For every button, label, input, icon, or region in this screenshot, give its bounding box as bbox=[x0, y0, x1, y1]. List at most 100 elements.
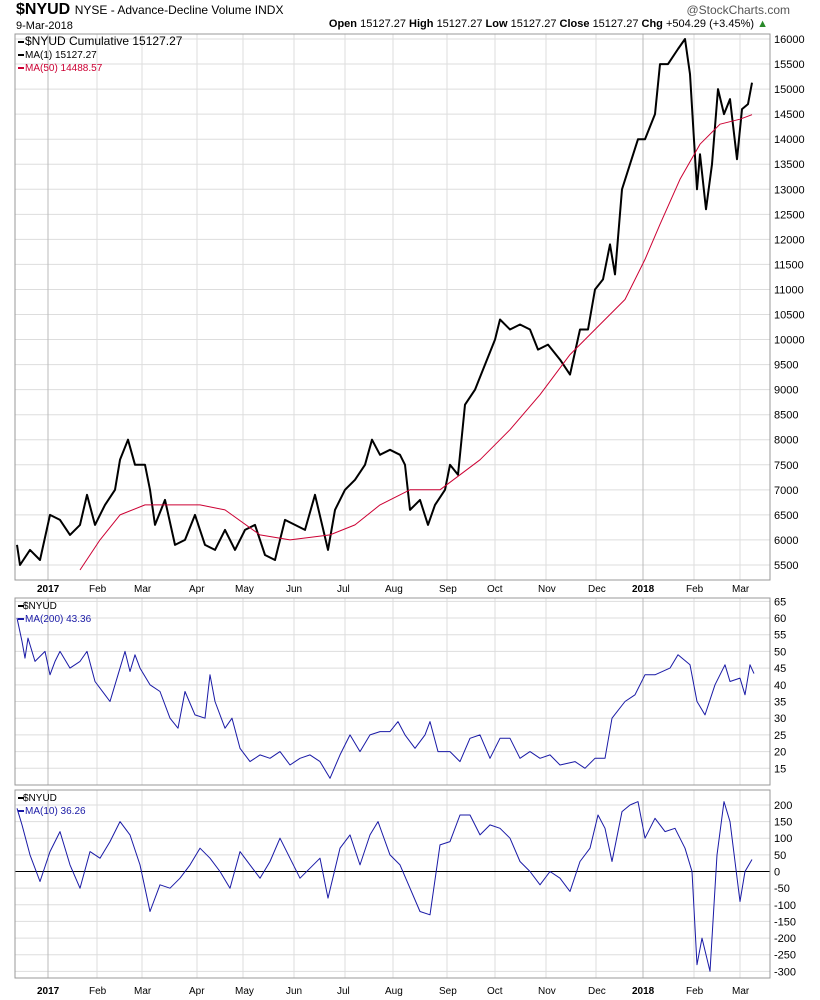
legend-label: $NYUD bbox=[23, 601, 57, 612]
panel-frame bbox=[14, 33, 771, 581]
y-tick-label: 100 bbox=[774, 833, 792, 845]
y-tick-label: 13000 bbox=[774, 184, 805, 196]
legend-swatch bbox=[18, 797, 24, 799]
legend-swatch bbox=[18, 67, 24, 69]
y-tick-label: 15000 bbox=[774, 84, 805, 96]
y-tick-label: 7500 bbox=[774, 460, 798, 472]
legend-label: MA(50) 14488.57 bbox=[25, 63, 103, 74]
y-tick-label: 12500 bbox=[774, 209, 805, 221]
y-tick-label: -50 bbox=[774, 883, 790, 895]
header-title: $NYUD NYSE - Advance-Decline Volume INDX bbox=[16, 1, 283, 19]
open-value: 15127.27 bbox=[360, 18, 406, 30]
x-tick-label: Feb bbox=[89, 584, 107, 595]
description: NYSE - Advance-Decline Volume INDX bbox=[74, 3, 284, 17]
y-tick-label: -100 bbox=[774, 900, 796, 912]
chg-label: Chg bbox=[641, 18, 663, 30]
x-tick-label: Aug bbox=[385, 986, 403, 997]
y-tick-label: 14500 bbox=[774, 109, 805, 121]
x-tick-label: Oct bbox=[487, 986, 503, 997]
y-tick-label: -150 bbox=[774, 916, 796, 928]
series-line-ma-10- bbox=[16, 801, 753, 972]
legend-swatch bbox=[18, 810, 24, 812]
x-tick-label: Feb bbox=[89, 986, 107, 997]
y-tick-label: 14000 bbox=[774, 134, 805, 146]
x-tick-label: Apr bbox=[189, 986, 205, 997]
x-tick-label: Mar bbox=[732, 584, 750, 595]
x-tick-label: Feb bbox=[686, 986, 704, 997]
y-tick-label: 150 bbox=[774, 817, 792, 829]
legend-swatch bbox=[18, 618, 24, 620]
y-tick-label: 6500 bbox=[774, 510, 798, 522]
y-tick-label: 9000 bbox=[774, 385, 798, 397]
quote-summary: Open 15127.27 High 15127.27 Low 15127.27… bbox=[329, 18, 768, 30]
high-label: High bbox=[409, 18, 434, 30]
y-tick-label: 10500 bbox=[774, 310, 805, 322]
y-tick-label: -250 bbox=[774, 950, 796, 962]
legend-swatch bbox=[18, 54, 24, 56]
panel-frame bbox=[14, 597, 771, 786]
y-tick-label: 45 bbox=[774, 663, 786, 675]
low-label: Low bbox=[485, 18, 508, 30]
close-label: Close bbox=[559, 18, 590, 30]
close-value: 15127.27 bbox=[592, 18, 639, 30]
up-arrow-icon: ▲ bbox=[757, 18, 768, 30]
y-tick-label: 5500 bbox=[774, 560, 798, 572]
x-tick-label: Dec bbox=[588, 986, 606, 997]
x-tick-label: Mar bbox=[134, 986, 152, 997]
x-tick-label: Jun bbox=[286, 584, 302, 595]
x-tick-label: Mar bbox=[134, 584, 152, 595]
watermark: @StockCharts.com bbox=[686, 3, 790, 17]
open-label: Open bbox=[328, 18, 358, 30]
y-tick-label: 11500 bbox=[774, 259, 804, 271]
y-tick-label: 9500 bbox=[774, 360, 798, 372]
x-tick-label: Nov bbox=[538, 584, 556, 595]
symbol: $NYUD bbox=[16, 1, 71, 18]
x-tick-label: Jul bbox=[337, 986, 350, 997]
y-tick-label: 10000 bbox=[774, 335, 805, 347]
y-tick-label: 13500 bbox=[774, 159, 805, 171]
x-tick-label: Apr bbox=[189, 584, 205, 595]
y-tick-label: 40 bbox=[774, 680, 786, 692]
y-tick-label: 12000 bbox=[774, 234, 805, 246]
y-tick-label: 8500 bbox=[774, 410, 798, 422]
y-tick-label: -300 bbox=[774, 966, 796, 978]
legend-swatch bbox=[18, 605, 24, 607]
y-tick-label: 7000 bbox=[774, 485, 798, 497]
y-tick-label: 15500 bbox=[774, 59, 805, 71]
y-tick-label: 6000 bbox=[774, 535, 798, 547]
legend-label: $NYUD bbox=[23, 793, 57, 804]
x-tick-label: Jun bbox=[286, 986, 302, 997]
y-tick-label: 65 bbox=[774, 596, 786, 608]
series-line-ma-50- bbox=[79, 114, 753, 571]
x-tick-label: 2018 bbox=[632, 986, 655, 997]
x-tick-label: May bbox=[235, 986, 254, 997]
y-tick-label: 16000 bbox=[774, 34, 805, 46]
y-tick-label: -200 bbox=[774, 933, 796, 945]
legend-swatch bbox=[18, 41, 24, 43]
high-value: 15127.27 bbox=[436, 18, 483, 30]
series-line--nyud-cumulative bbox=[16, 38, 753, 566]
x-tick-label: Sep bbox=[439, 584, 457, 595]
y-tick-label: 50 bbox=[774, 850, 786, 862]
x-tick-label: Sep bbox=[439, 986, 457, 997]
x-tick-label: May bbox=[235, 584, 254, 595]
chg-value: +504.29 (+3.45%) bbox=[665, 18, 755, 30]
y-tick-label: 50 bbox=[774, 646, 786, 658]
y-tick-label: 0 bbox=[774, 867, 780, 879]
low-value: 15127.27 bbox=[510, 18, 557, 30]
x-tick-label: Oct bbox=[487, 584, 503, 595]
y-tick-label: 20 bbox=[774, 747, 786, 759]
x-tick-label: Feb bbox=[686, 584, 704, 595]
x-tick-label: Dec bbox=[588, 584, 606, 595]
legend-label: MA(200) 43.36 bbox=[25, 614, 92, 625]
x-tick-label: Mar bbox=[732, 986, 750, 997]
x-tick-label: 2018 bbox=[632, 584, 655, 595]
x-tick-label: Nov bbox=[538, 986, 556, 997]
date: 9-Mar-2018 bbox=[16, 20, 73, 32]
legend-label: MA(10) 36.26 bbox=[25, 806, 86, 817]
y-tick-label: 200 bbox=[774, 800, 792, 812]
x-tick-label: 2017 bbox=[37, 986, 60, 997]
panel-frame bbox=[14, 789, 771, 979]
